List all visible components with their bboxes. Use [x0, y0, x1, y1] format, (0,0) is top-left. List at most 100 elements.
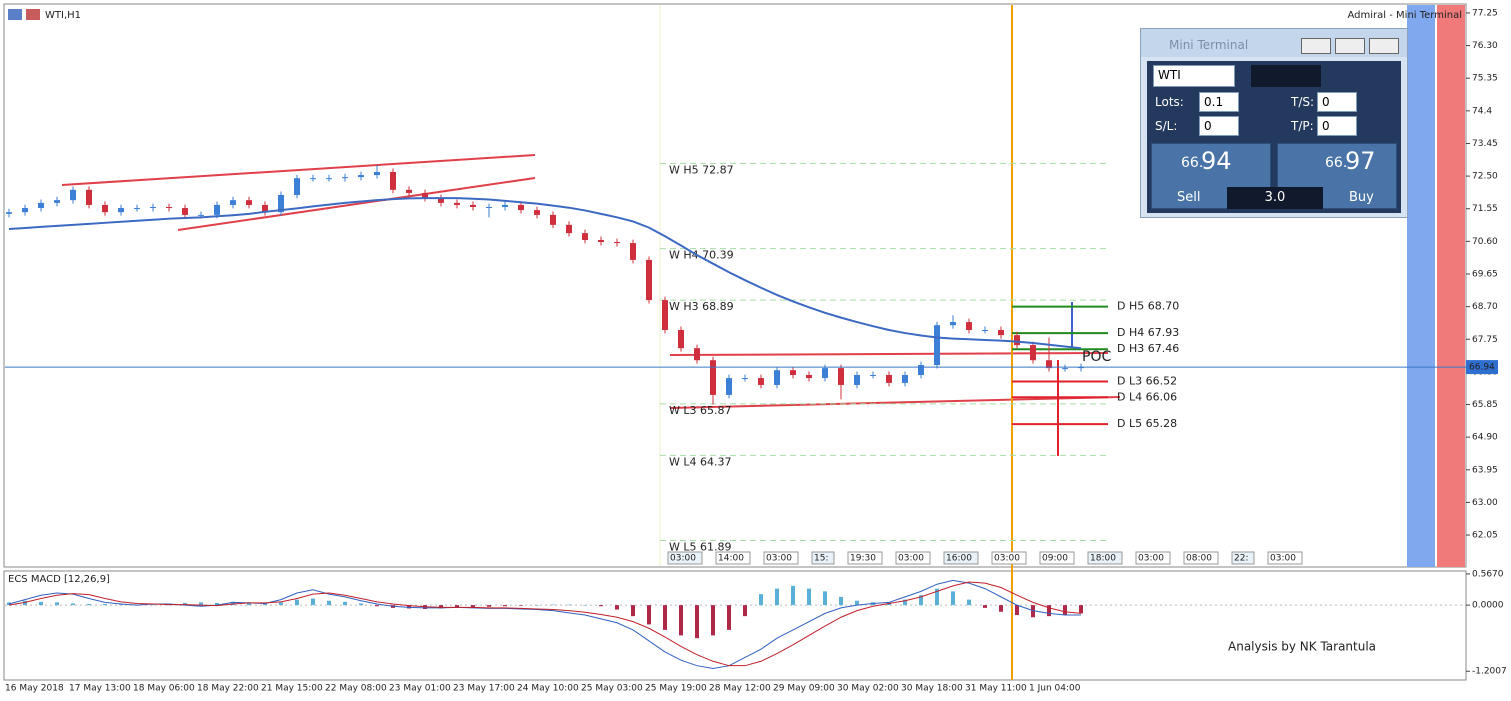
candle-body — [1046, 360, 1052, 369]
session-box — [1087, 551, 1123, 565]
candle-body — [54, 200, 60, 203]
lots-input[interactable]: 0.1 — [1199, 92, 1239, 112]
symbol-select[interactable]: WTI — [1153, 65, 1235, 87]
session-label: 03:00 — [1270, 554, 1296, 564]
candle-body — [438, 198, 444, 203]
candle-body — [822, 368, 828, 379]
histogram-bar — [503, 605, 507, 607]
sell-price-big: 94 — [1201, 147, 1232, 175]
ts-input[interactable]: 0 — [1317, 92, 1357, 112]
histogram-bar — [615, 605, 619, 610]
y-tick-label: 76.30 — [1472, 41, 1498, 51]
mini-terminal: Mini Terminal WTI Lots: 0.1 T/S: 0 S/L: … — [1140, 28, 1408, 218]
session-box — [895, 551, 931, 565]
candle-body — [182, 208, 188, 215]
histogram-bar — [1079, 605, 1083, 614]
session-label: 08:00 — [1186, 554, 1212, 564]
candle-body — [950, 322, 956, 326]
histogram-bar — [183, 602, 187, 606]
histogram-bar — [215, 602, 219, 606]
pivot-label: D H5 68.70 — [1117, 300, 1179, 313]
pivot-label: D L4 66.06 — [1117, 390, 1177, 403]
session-label: 18:00 — [1090, 554, 1116, 564]
session-box — [1183, 551, 1219, 565]
session-box — [1231, 551, 1255, 565]
red-strip — [1437, 5, 1465, 567]
candle-body — [358, 175, 364, 178]
session-label: 03:00 — [1138, 554, 1164, 564]
candle-body — [934, 325, 940, 366]
y-tick-label: 77.25 — [1472, 8, 1498, 18]
y-tick-label: -1.2007 — [1472, 667, 1507, 677]
volume[interactable]: 3.0 — [1227, 187, 1323, 209]
candle-body — [342, 177, 348, 179]
histogram-bar — [743, 605, 747, 617]
candle-body — [262, 204, 268, 213]
candle-body — [918, 365, 924, 375]
pivot-label: D L3 66.52 — [1117, 375, 1177, 388]
session-box — [991, 551, 1027, 565]
candle-body — [566, 224, 572, 234]
histogram-bar — [679, 605, 683, 636]
histogram-bar — [1047, 605, 1051, 617]
x-tick-label: 23 May 01:00 — [389, 684, 451, 694]
histogram-bar — [727, 605, 731, 630]
session-box — [1267, 551, 1303, 565]
session-label: 15: — [814, 554, 828, 564]
signal-line — [8, 581, 1082, 667]
candle-body — [246, 200, 252, 205]
buy-price-big: 97 — [1345, 147, 1376, 175]
annotation: Analysis by NK Tarantula — [1228, 640, 1376, 654]
close-button[interactable] — [1369, 38, 1399, 54]
pivot-label: W H3 68.89 — [669, 300, 734, 313]
y-tick-label: 63.00 — [1472, 498, 1498, 508]
poc-label: POC — [1082, 349, 1111, 365]
session-label: 03:00 — [898, 554, 924, 564]
tp-input[interactable]: 0 — [1317, 116, 1357, 136]
minimize-button[interactable] — [1301, 38, 1331, 54]
histogram-bar — [823, 591, 827, 606]
current-price-box — [1466, 360, 1498, 375]
candle-body — [1078, 367, 1084, 369]
sl-input[interactable]: 0 — [1199, 116, 1239, 136]
histogram-bar — [1063, 605, 1067, 616]
histogram-bar — [567, 604, 571, 606]
pivot-label: D L5 65.28 — [1117, 417, 1177, 430]
session-box — [847, 551, 883, 565]
candle-body — [550, 214, 556, 225]
candle-body — [742, 378, 748, 380]
histogram-bar — [919, 595, 923, 606]
pivot-label: W L3 65.87 — [669, 404, 732, 417]
restore-button[interactable] — [1335, 38, 1365, 54]
candle-body — [70, 189, 76, 201]
tp-label: T/P: — [1291, 119, 1314, 133]
candle-body — [214, 204, 220, 215]
session-box — [667, 551, 703, 565]
x-tick-label: 22 May 08:00 — [325, 684, 387, 694]
x-tick-label: 18 May 06:00 — [133, 684, 195, 694]
histogram-bar — [935, 588, 939, 606]
current-price-label: 66.94 — [1469, 363, 1495, 373]
histogram-bar — [583, 605, 587, 606]
candle-body — [902, 374, 908, 383]
macd-pane — [3, 570, 1467, 681]
y-tick-label: 74.4 — [1472, 106, 1492, 116]
x-tick-label: 28 May 12:00 — [709, 684, 771, 694]
x-tick-label: 17 May 13:00 — [69, 684, 131, 694]
y-tick-label: 70.60 — [1472, 237, 1498, 247]
session-box — [1039, 551, 1075, 565]
histogram-bar — [1015, 605, 1019, 616]
candle-body — [614, 242, 620, 244]
y-tick-label: 75.35 — [1472, 74, 1498, 84]
y-tick-label: 69.65 — [1472, 269, 1498, 279]
x-tick-label: 24 May 10:00 — [517, 684, 579, 694]
ts-label: T/S: — [1291, 95, 1315, 109]
candle-body — [854, 374, 860, 385]
x-tick-label: 30 May 02:00 — [837, 684, 899, 694]
candle-body — [454, 202, 460, 205]
blue-strip — [1407, 5, 1435, 567]
histogram-bar — [279, 602, 283, 606]
candle-body — [534, 210, 540, 215]
candle-body — [790, 370, 796, 375]
